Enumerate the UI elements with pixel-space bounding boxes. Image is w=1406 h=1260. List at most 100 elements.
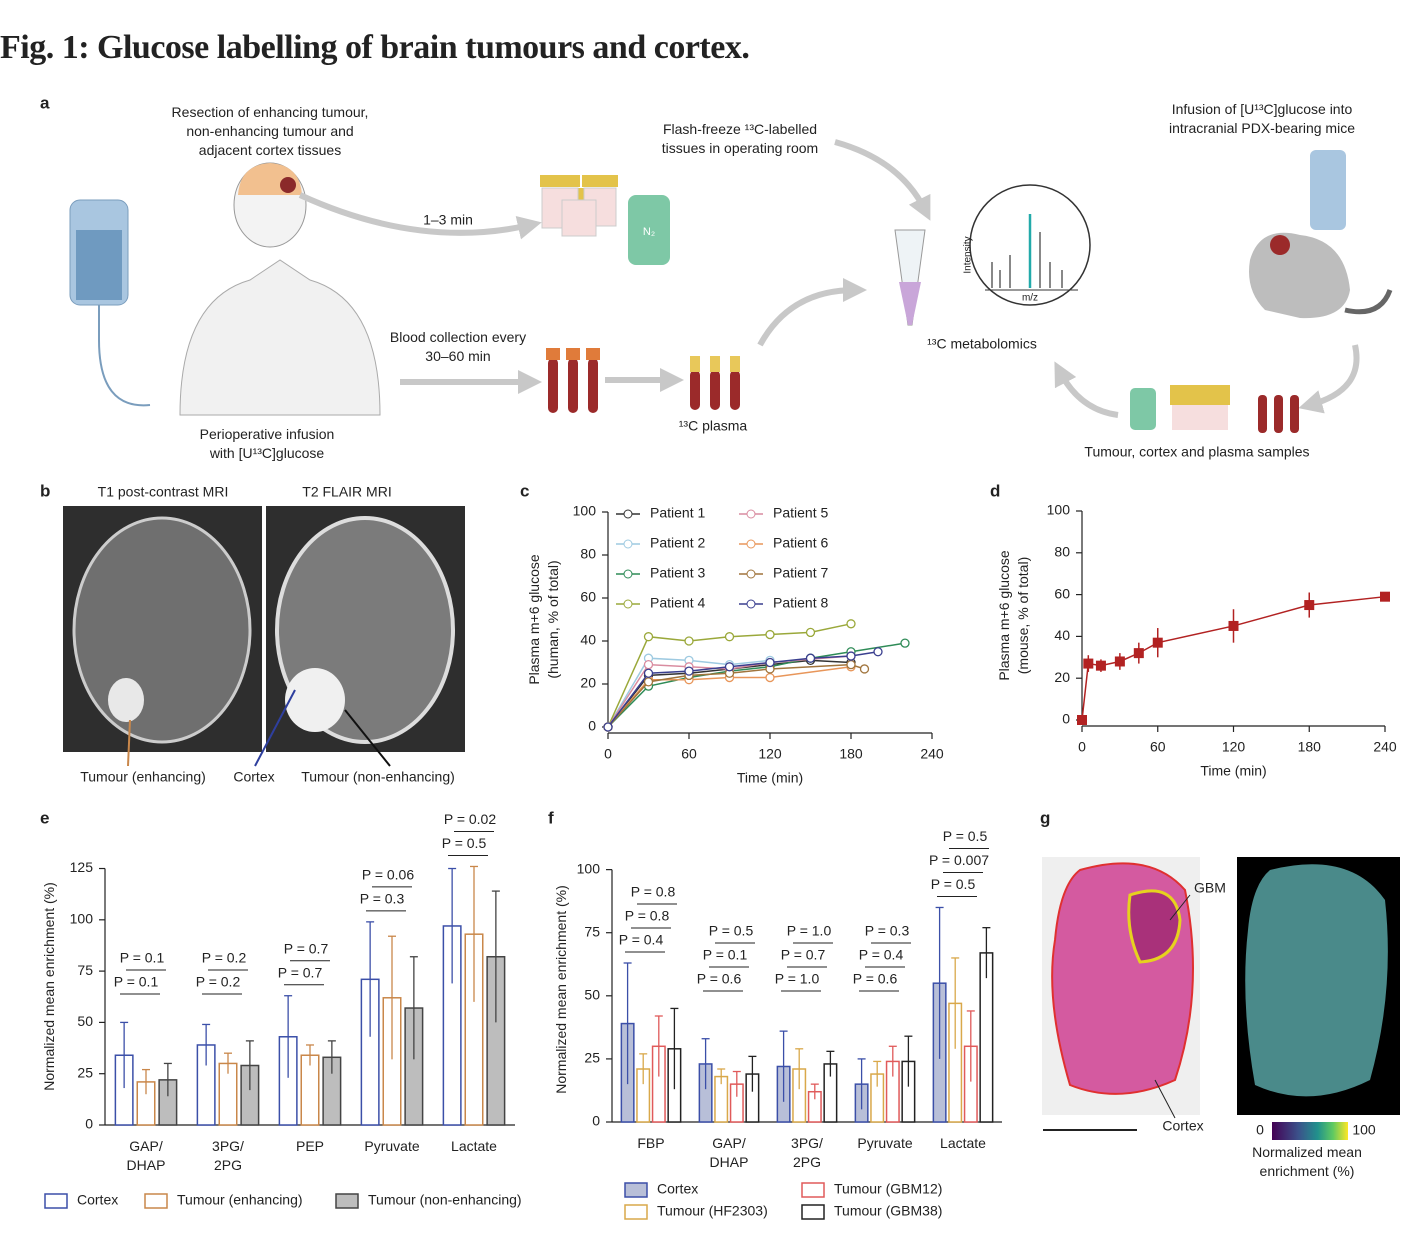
y-axis-title: Plasma m+6 glucose (human, % of total) xyxy=(526,554,561,685)
legend-label: Tumour (GBM38) xyxy=(834,1203,942,1219)
y-tick-label: 0 xyxy=(1062,711,1070,727)
y-tick-label: 80 xyxy=(580,546,596,562)
p-value: P = 0.7 xyxy=(278,964,323,980)
x-tick-label: 3PG/2PG xyxy=(791,1135,823,1170)
x-tick-label: Pyruvate xyxy=(857,1135,912,1151)
x-tick-label: 240 xyxy=(920,746,944,762)
legend-label: Patient 6 xyxy=(773,535,828,551)
legend-swatch xyxy=(44,1193,68,1209)
y-tick-label: 60 xyxy=(580,589,596,605)
panel-a-text-line: Perioperative infusion xyxy=(200,426,335,442)
point xyxy=(1083,658,1094,669)
panel-label: d xyxy=(990,481,1000,500)
x-tick-label: 120 xyxy=(758,746,782,762)
colorbar-label-line: enrichment (%) xyxy=(1260,1163,1355,1179)
x-tick-label-line: 2PG xyxy=(214,1157,242,1173)
p-value: P = 0.2 xyxy=(202,950,247,966)
p-value: P = 0.6 xyxy=(853,971,898,987)
legend-swatch xyxy=(144,1193,168,1209)
panel-a-text: Flash-freeze ¹³C-labelled tissues in oper… xyxy=(662,121,818,156)
y-tick-label: 0 xyxy=(588,718,596,734)
p-value: P = 0.8 xyxy=(625,908,670,924)
point xyxy=(1114,656,1125,667)
panel-a-text-line: Flash-freeze ¹³C-labelled xyxy=(663,121,817,137)
point xyxy=(859,664,870,674)
x-tick-label-line: Pyruvate xyxy=(364,1138,419,1154)
point xyxy=(684,636,694,646)
panel-a-text-line: Resection of enhancing tumour, xyxy=(172,104,369,120)
y-axis-label-line: Plasma m+6 glucose xyxy=(526,554,542,685)
colorbar-label: Normalized mean enrichment (%) xyxy=(1252,1144,1362,1179)
axis-label: m/z xyxy=(1022,293,1038,304)
p-value: P = 1.0 xyxy=(775,971,820,987)
legend-label: Tumour (enhancing) xyxy=(177,1192,303,1208)
image-annotation: Tumour (non-enhancing) xyxy=(301,769,455,785)
point xyxy=(846,651,856,661)
point xyxy=(684,666,694,676)
y-axis-label: Normalized mean enrichment (%) xyxy=(553,885,569,1094)
p-value: P = 0.5 xyxy=(442,835,487,851)
y-tick-label: 100 xyxy=(70,911,94,927)
p-value: P = 0.1 xyxy=(114,974,159,990)
y-tick-label: 80 xyxy=(1054,544,1070,560)
point xyxy=(724,632,735,642)
x-tick-label: Pyruvate xyxy=(364,1138,419,1154)
image-annotation: Cortex xyxy=(233,769,274,785)
y-tick-label: 75 xyxy=(77,962,93,978)
x-tick-label: 60 xyxy=(681,746,697,762)
point xyxy=(765,657,775,668)
legend-label: Patient 8 xyxy=(773,595,828,611)
point xyxy=(805,627,816,638)
legend-label: Cortex xyxy=(657,1181,698,1197)
x-tick-label-line: Lactate xyxy=(451,1138,497,1154)
x-axis-label: Time (min) xyxy=(737,770,803,786)
y-axis-label: Normalized mean enrichment (%) xyxy=(41,882,57,1091)
legend-swatch xyxy=(335,1193,359,1209)
image-title: T2 FLAIR MRI xyxy=(302,484,391,500)
p-value: P = 0.5 xyxy=(931,876,976,892)
panel-label: a xyxy=(40,93,50,112)
x-tick-label-line: 3PG/ xyxy=(212,1138,244,1154)
y-tick-label: 100 xyxy=(573,503,597,519)
y-axis-label-line: (mouse, % of total) xyxy=(1015,557,1031,675)
legend-label: Cortex xyxy=(77,1192,118,1208)
y-axis-title: Normalized mean enrichment (%) xyxy=(41,882,57,1091)
y-axis-label: Plasma m+6 glucose (human, % of total) xyxy=(526,554,561,685)
x-tick-label: 0 xyxy=(1078,739,1086,755)
y-tick-label: 125 xyxy=(70,859,94,875)
point xyxy=(1304,600,1315,611)
x-tick-label-line: DHAP xyxy=(710,1154,749,1170)
legend-label: Patient 4 xyxy=(650,595,705,611)
y-axis-label-line: (human, % of total) xyxy=(545,560,561,678)
point xyxy=(643,632,654,642)
panel-label: b xyxy=(40,481,50,500)
point xyxy=(765,629,775,640)
x-tick-label-line: DHAP xyxy=(127,1157,166,1173)
x-tick-label: Lactate xyxy=(451,1138,497,1154)
panel-a-text: ¹³C metabolomics xyxy=(927,336,1037,352)
x-tick-label-line: FBP xyxy=(637,1135,664,1151)
legend-label: Patient 1 xyxy=(650,505,705,521)
legend-swatch xyxy=(801,1204,825,1220)
p-value: P = 0.5 xyxy=(943,828,988,844)
legend-label: Patient 7 xyxy=(773,565,828,581)
panel-a-text: Infusion of [U¹³C]glucose into intracrani… xyxy=(1169,101,1355,136)
panel-a-text-line: Blood collection every xyxy=(390,329,526,345)
p-value: P = 0.4 xyxy=(619,932,664,948)
p-value: P = 0.007 xyxy=(929,852,989,868)
point xyxy=(873,647,883,657)
legend-marker xyxy=(746,599,756,609)
panel-a-text: Perioperative infusion with [U¹³C]glucose xyxy=(200,426,335,461)
panel-a-text: 1–3 min xyxy=(423,212,473,228)
panel-label: e xyxy=(40,808,49,827)
panel-g-art xyxy=(1042,857,1400,1140)
point xyxy=(603,722,613,732)
colorbar-tick: 0 xyxy=(1256,1122,1264,1138)
x-tick-label: GAP/DHAP xyxy=(127,1138,166,1173)
legend-swatch xyxy=(624,1204,648,1220)
point xyxy=(846,619,856,629)
panel-a-text: Blood collection every 30–60 min xyxy=(390,329,526,364)
n2-label: N₂ xyxy=(643,226,655,238)
x-tick-label-line: 2PG xyxy=(793,1154,821,1170)
p-value: P = 0.06 xyxy=(362,867,415,883)
